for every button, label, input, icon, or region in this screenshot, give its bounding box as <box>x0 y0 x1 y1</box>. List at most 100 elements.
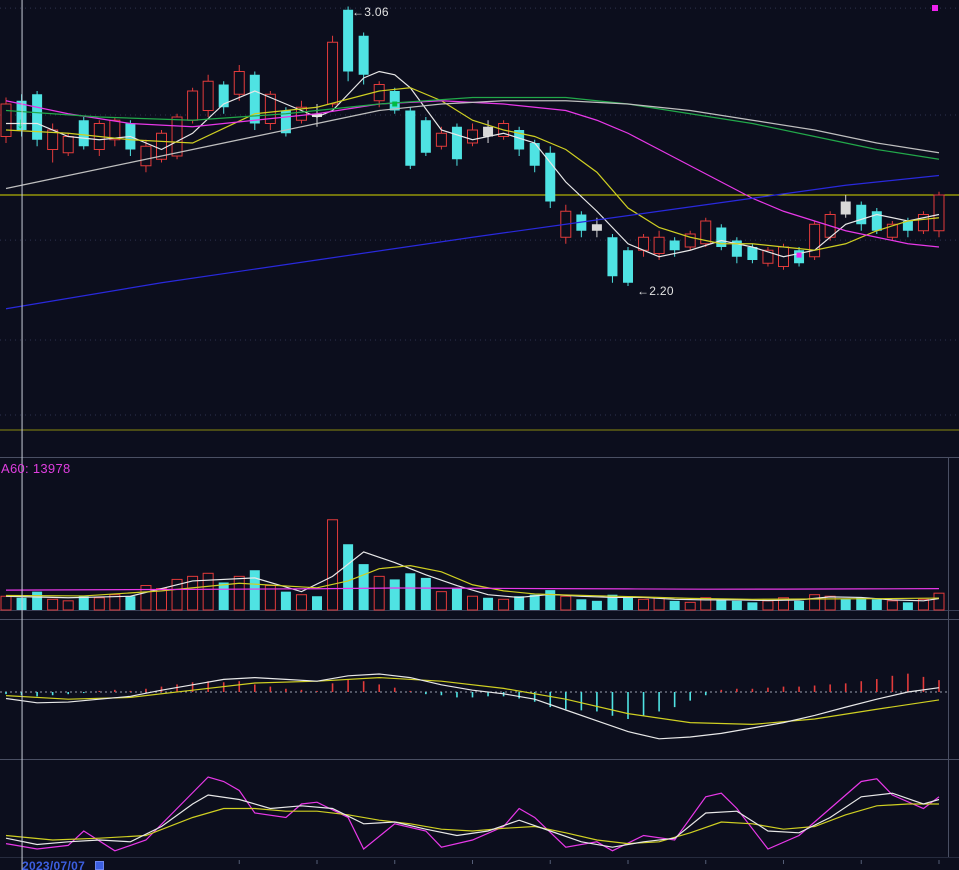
candle <box>264 93 276 124</box>
volume-bar <box>809 594 821 611</box>
x-axis-ticks <box>238 860 940 864</box>
candle <box>483 126 494 137</box>
volume-bar <box>684 601 696 611</box>
candle <box>607 237 618 277</box>
volume-bar <box>47 598 59 611</box>
volume-bar <box>125 596 136 610</box>
volume-bar <box>343 544 354 610</box>
chart-markers: ↓ <box>17 5 938 258</box>
volume-bar <box>560 595 572 611</box>
candle <box>840 201 851 215</box>
price-ma-lines <box>5 70 940 310</box>
volume-bar <box>902 602 913 610</box>
panel-separators <box>0 457 959 858</box>
volume-bar <box>32 591 43 610</box>
volume-bar <box>653 597 665 611</box>
volume-bar <box>0 595 12 611</box>
main-candles <box>0 6 945 286</box>
volume-ma-label: A60: 13978 <box>1 461 71 476</box>
candle <box>514 130 525 150</box>
candle <box>716 227 727 247</box>
volume-bar <box>405 573 416 610</box>
volume-ma-lines <box>5 551 940 602</box>
candle <box>700 220 712 245</box>
candle <box>233 71 245 95</box>
candle <box>0 103 12 137</box>
candle <box>295 106 307 121</box>
candle <box>917 214 929 232</box>
candle <box>933 194 945 232</box>
volume-bar <box>498 598 510 611</box>
candle <box>747 247 758 260</box>
price-gridlines <box>0 7 959 416</box>
candle <box>871 211 882 231</box>
volume-bar <box>917 598 929 611</box>
candle <box>653 236 665 254</box>
volume-bar <box>871 599 882 610</box>
volume-bar <box>856 597 867 610</box>
volume-bar <box>731 600 742 610</box>
candle <box>684 233 696 248</box>
candle <box>78 120 89 147</box>
candle <box>32 94 43 140</box>
volume-bar <box>483 597 494 610</box>
candle <box>902 221 913 231</box>
volume-bar <box>762 600 774 611</box>
volume-bar <box>202 572 214 611</box>
candle <box>451 126 462 160</box>
volume-bar <box>669 600 680 610</box>
volume-bar <box>778 597 789 611</box>
candle <box>312 113 322 117</box>
candle <box>623 250 633 283</box>
magenta-dot-marker <box>796 252 802 258</box>
volume-bar <box>156 588 167 611</box>
volume-bar <box>840 599 851 610</box>
candle <box>358 35 369 75</box>
volume-bar <box>327 519 339 611</box>
volume-bar <box>312 596 322 610</box>
candle <box>809 223 821 258</box>
volume-bar <box>249 570 260 610</box>
volume-bar <box>623 596 633 610</box>
kdj-panel <box>5 776 940 852</box>
volume-bar <box>794 600 805 610</box>
volume-bar <box>420 577 431 610</box>
candle <box>529 143 540 166</box>
candle <box>856 204 867 225</box>
volume-bar <box>373 575 385 611</box>
volume-bar <box>140 585 152 611</box>
candle <box>467 129 478 144</box>
candle <box>405 110 416 166</box>
candle <box>327 41 339 105</box>
candle <box>343 9 354 72</box>
volume-bar <box>62 600 74 611</box>
candle <box>280 110 291 134</box>
volume-bar <box>451 588 462 610</box>
candle <box>109 119 121 141</box>
volume-bar <box>109 594 121 611</box>
volume-bars <box>0 519 959 611</box>
green-dot-marker <box>392 101 398 107</box>
volume-bar <box>514 596 525 610</box>
volume-bar <box>824 595 836 611</box>
volume-bar <box>529 594 540 610</box>
candle <box>762 249 774 264</box>
volume-bar <box>233 575 245 611</box>
volume-bar <box>389 579 400 610</box>
volume-bar <box>280 591 291 610</box>
calendar-icon[interactable] <box>95 861 104 870</box>
volume-bar <box>886 600 898 611</box>
candle <box>171 116 183 157</box>
magenta-corner-marker <box>932 5 938 11</box>
volume-bar <box>933 592 945 611</box>
candle <box>140 145 152 167</box>
candle <box>249 74 260 124</box>
date-label[interactable]: 2023/07/07 <box>22 859 86 870</box>
candle <box>62 136 74 154</box>
volume-bar <box>295 594 307 611</box>
volume-bar <box>78 596 89 610</box>
volume-bar <box>747 602 758 610</box>
reference-hlines <box>0 194 959 431</box>
